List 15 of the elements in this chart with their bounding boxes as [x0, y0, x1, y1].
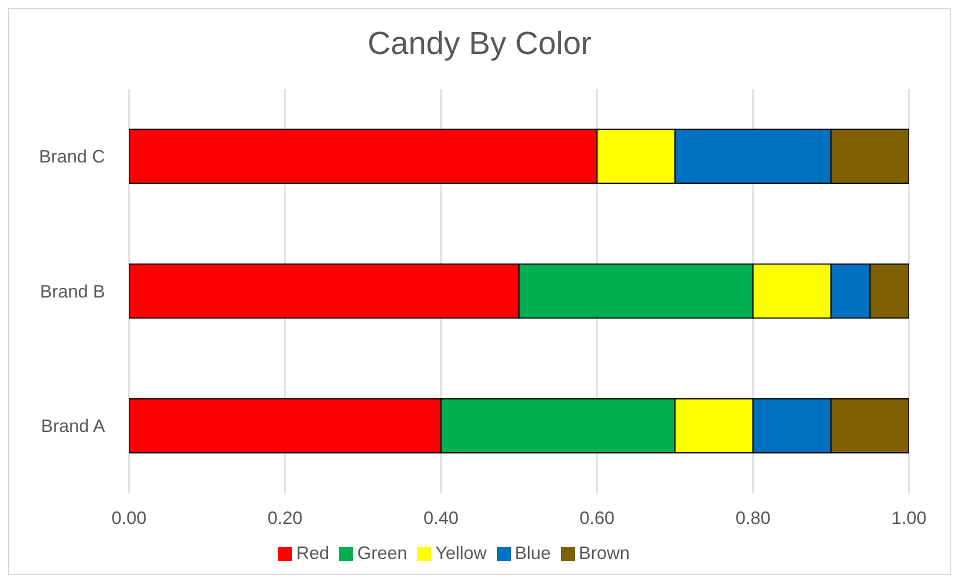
legend-label: Yellow: [435, 543, 487, 563]
x-tick-label: 0.00: [111, 508, 147, 528]
y-tick-label: Brand B: [40, 281, 105, 302]
x-tick-label: 0.40: [423, 508, 459, 528]
legend-label: Brown: [578, 543, 630, 563]
x-tick-label: 0.80: [735, 508, 771, 528]
legend-label: Blue: [514, 543, 551, 563]
y-tick-label: Brand A: [40, 416, 105, 436]
legend-label: Green: [357, 543, 408, 563]
legend-label: Red: [296, 543, 330, 563]
y-tick-label: Brand C: [38, 146, 105, 167]
chart-title: Candy By Color: [366, 24, 593, 63]
x-tick-label: 1.00: [891, 508, 927, 528]
x-tick-label: 0.60: [579, 508, 615, 528]
x-tick-label: 0.20: [267, 508, 303, 528]
